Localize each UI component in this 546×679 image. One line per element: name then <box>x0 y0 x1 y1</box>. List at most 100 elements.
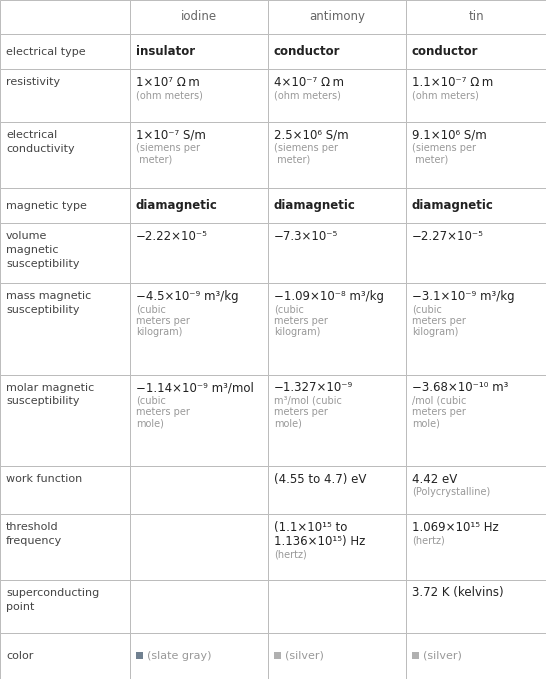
Text: 1.1×10⁻⁷ Ω m: 1.1×10⁻⁷ Ω m <box>412 76 493 89</box>
Bar <box>406 188 546 223</box>
Text: kilogram): kilogram) <box>412 327 459 337</box>
Bar <box>130 283 268 375</box>
Text: 9.1×10⁶ S/m: 9.1×10⁶ S/m <box>412 129 486 142</box>
Text: meters per: meters per <box>136 316 190 326</box>
Text: meter): meter) <box>136 155 172 165</box>
Bar <box>268 514 406 580</box>
Bar <box>406 633 546 679</box>
Bar <box>268 34 406 69</box>
Text: −1.327×10⁻⁹: −1.327×10⁻⁹ <box>274 381 353 394</box>
Text: (slate gray): (slate gray) <box>147 651 211 661</box>
Bar <box>0 375 130 466</box>
Bar <box>268 633 406 679</box>
Text: 2.5×10⁶ S/m: 2.5×10⁶ S/m <box>274 129 349 142</box>
Text: m³/mol (cubic: m³/mol (cubic <box>274 396 342 405</box>
Bar <box>0 283 130 375</box>
Bar <box>406 69 546 122</box>
Bar <box>130 223 268 283</box>
Text: resistivity: resistivity <box>6 77 60 88</box>
Bar <box>130 580 268 633</box>
Bar <box>130 633 268 679</box>
Text: (siemens per: (siemens per <box>136 143 200 153</box>
Text: meters per: meters per <box>412 407 466 418</box>
Text: −2.22×10⁻⁵: −2.22×10⁻⁵ <box>136 230 208 243</box>
Bar <box>130 34 268 69</box>
Text: (siemens per: (siemens per <box>274 143 338 153</box>
Bar <box>0 633 130 679</box>
Text: (cubic: (cubic <box>412 304 442 314</box>
Text: meters per: meters per <box>274 316 328 326</box>
Text: (Polycrystalline): (Polycrystalline) <box>412 487 490 497</box>
Text: susceptibility: susceptibility <box>6 259 80 269</box>
Bar <box>406 375 546 466</box>
Bar <box>0 466 130 514</box>
Text: mass magnetic: mass magnetic <box>6 291 91 301</box>
Bar <box>406 0 546 34</box>
Bar <box>268 466 406 514</box>
Text: 1×10⁻⁷ S/m: 1×10⁻⁷ S/m <box>136 129 206 142</box>
Text: antimony: antimony <box>309 10 365 23</box>
Bar <box>136 653 143 659</box>
Text: threshold: threshold <box>6 522 58 532</box>
Text: −4.5×10⁻⁹ m³/kg: −4.5×10⁻⁹ m³/kg <box>136 290 239 303</box>
Text: volume: volume <box>6 232 48 242</box>
Bar <box>130 514 268 580</box>
Bar <box>268 375 406 466</box>
Text: (cubic: (cubic <box>274 304 304 314</box>
Text: iodine: iodine <box>181 10 217 23</box>
Bar <box>0 580 130 633</box>
Bar <box>130 188 268 223</box>
Bar <box>406 223 546 283</box>
Text: /mol (cubic: /mol (cubic <box>412 396 466 405</box>
Text: point: point <box>6 602 34 612</box>
Text: (ohm meters): (ohm meters) <box>274 90 341 100</box>
Text: diamagnetic: diamagnetic <box>274 199 356 212</box>
Text: (silver): (silver) <box>285 651 324 661</box>
Text: (cubic: (cubic <box>136 304 166 314</box>
Bar <box>130 0 268 34</box>
Bar <box>406 34 546 69</box>
Bar <box>0 188 130 223</box>
Text: −3.68×10⁻¹⁰ m³: −3.68×10⁻¹⁰ m³ <box>412 381 508 394</box>
Text: color: color <box>6 651 33 661</box>
Bar <box>268 69 406 122</box>
Bar <box>0 69 130 122</box>
Text: kilogram): kilogram) <box>136 327 182 337</box>
Text: meters per: meters per <box>136 407 190 418</box>
Bar <box>0 223 130 283</box>
Bar <box>0 34 130 69</box>
Text: meters per: meters per <box>412 316 466 326</box>
Bar <box>130 122 268 188</box>
Bar <box>406 122 546 188</box>
Text: magnetic type: magnetic type <box>6 200 87 210</box>
Text: −1.09×10⁻⁸ m³/kg: −1.09×10⁻⁸ m³/kg <box>274 290 384 303</box>
Text: 1.136×10¹⁵) Hz: 1.136×10¹⁵) Hz <box>274 535 365 548</box>
Text: −7.3×10⁻⁵: −7.3×10⁻⁵ <box>274 230 339 243</box>
Bar <box>0 122 130 188</box>
Text: (4.55 to 4.7) eV: (4.55 to 4.7) eV <box>274 473 366 485</box>
Text: (ohm meters): (ohm meters) <box>412 90 479 100</box>
Text: molar magnetic: molar magnetic <box>6 382 94 392</box>
Bar <box>0 0 130 34</box>
Text: meter): meter) <box>274 155 310 165</box>
Text: mole): mole) <box>412 419 440 429</box>
Text: conductivity: conductivity <box>6 144 75 154</box>
Text: kilogram): kilogram) <box>274 327 321 337</box>
Bar <box>268 0 406 34</box>
Text: susceptibility: susceptibility <box>6 397 80 407</box>
Text: (silver): (silver) <box>423 651 462 661</box>
Text: −2.27×10⁻⁵: −2.27×10⁻⁵ <box>412 230 484 243</box>
Bar <box>130 69 268 122</box>
Text: meter): meter) <box>412 155 448 165</box>
Bar <box>406 580 546 633</box>
Text: (1.1×10¹⁵ to: (1.1×10¹⁵ to <box>274 521 347 534</box>
Bar <box>268 122 406 188</box>
Text: conductor: conductor <box>274 45 341 58</box>
Bar <box>268 188 406 223</box>
Text: diamagnetic: diamagnetic <box>412 199 494 212</box>
Text: mole): mole) <box>274 419 302 429</box>
Bar <box>406 466 546 514</box>
Text: diamagnetic: diamagnetic <box>136 199 218 212</box>
Text: magnetic: magnetic <box>6 245 58 255</box>
Bar <box>268 223 406 283</box>
